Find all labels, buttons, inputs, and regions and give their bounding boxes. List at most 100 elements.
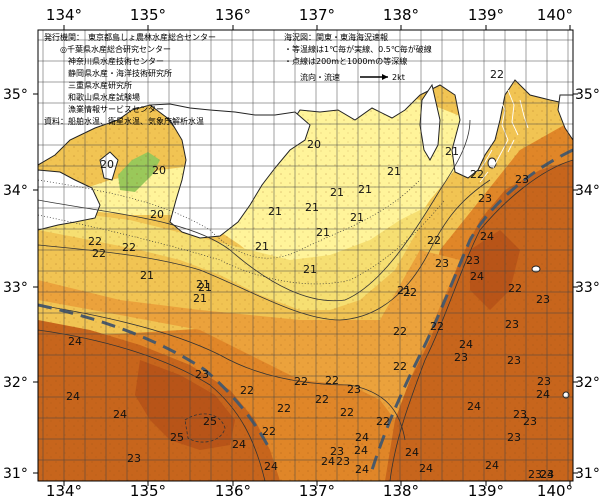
iso-label: 21: [140, 269, 154, 282]
lat-label: 31°: [575, 466, 600, 482]
iso-label: 24: [485, 459, 499, 472]
iso-label: 23: [336, 455, 350, 468]
lon-label: 140°: [537, 6, 573, 24]
lon-label: 140°: [537, 482, 573, 498]
iso-label: 24: [232, 438, 246, 451]
iso-label: 24: [480, 230, 494, 243]
iso-label: 22: [325, 374, 339, 387]
lon-label: 134°: [46, 6, 82, 24]
latitude-labels-right: 35° 34° 33° 32° 31°: [575, 87, 600, 482]
iso-label: 20: [152, 164, 166, 177]
iso-label: 23: [507, 431, 521, 444]
iso-label: 21: [387, 165, 401, 178]
lat-label: 31°: [3, 466, 28, 482]
iso-label: 24: [321, 455, 335, 468]
land-boso: [557, 94, 573, 141]
issuer-line: 和歌山県水産試験場: [68, 92, 140, 102]
lon-label: 136°: [215, 6, 251, 24]
current-arrow: [477, 149, 493, 173]
isotherm-23-east: [389, 159, 573, 481]
lat-label: 32°: [575, 375, 600, 391]
iso-label: 21: [316, 226, 330, 239]
map-frame: [37, 29, 574, 482]
iso-label: 23: [537, 375, 551, 388]
iso-label: 22: [427, 234, 441, 247]
iso-label: 23: [507, 354, 521, 367]
iso-label: 23: [505, 318, 519, 331]
current-arrow: [507, 89, 519, 136]
lat-label: 33°: [3, 280, 28, 296]
lon-label: 139°: [468, 6, 504, 24]
isotherm-25: [184, 413, 226, 443]
iso-label: 22: [294, 375, 308, 388]
iso-label: 24: [540, 468, 554, 481]
iso-label: 24: [113, 408, 127, 421]
iso-label: 21: [445, 145, 459, 158]
longitude-labels-top: 134° 135° 136° 137° 138° 139° 140°: [46, 6, 573, 24]
land-miyake: [531, 265, 541, 273]
iso-label: 22: [315, 393, 329, 406]
iso-label: 22: [240, 384, 254, 397]
iso-label: 22: [430, 320, 444, 333]
land-honshu: [38, 30, 573, 179]
iso-label: 21: [350, 211, 364, 224]
iso-label: 23: [195, 368, 209, 381]
iso-label: 24: [419, 462, 433, 475]
iso-label: 22: [393, 325, 407, 338]
iso-label: 21: [196, 278, 210, 291]
isotherm-lines: [38, 119, 573, 481]
current-arrow: [507, 139, 515, 153]
issuers-heading: 発行機関：: [44, 32, 84, 42]
lat-label: 32°: [3, 375, 28, 391]
iso-label: 23: [536, 293, 550, 306]
iso-label: 24: [536, 388, 550, 401]
longitude-labels-bottom: 134° 135° 136° 137° 138° 139° 140°: [46, 482, 573, 498]
iso-label: 22: [403, 286, 417, 299]
iso-label: 21: [198, 281, 212, 294]
iso-label: 24: [470, 270, 484, 283]
lon-label: 134°: [46, 482, 82, 498]
iso-label: 22: [262, 425, 276, 438]
iso-label: 23: [478, 192, 492, 205]
lon-label: 135°: [130, 6, 166, 24]
iso-label: 21: [193, 292, 207, 305]
map-legend: 海況図：関東・東海海況速報 ・等温線は1℃毎が実線、0.5℃毎が破線 ・点線は2…: [284, 32, 432, 82]
issuer-line: ◎千葉県水産総合研究センター: [60, 44, 171, 54]
iso-label: 23: [540, 468, 554, 481]
iso-label: 23: [435, 257, 449, 270]
iso-label: 25: [203, 415, 217, 428]
iso-label: 24: [264, 460, 278, 473]
iso-label: 21: [397, 284, 411, 297]
lon-label: 135°: [130, 482, 166, 498]
iso-label: 22: [340, 406, 354, 419]
axis-ticks: [33, 25, 578, 486]
iso-label: 21: [358, 183, 372, 196]
iso-label: 21: [303, 263, 317, 276]
iso-label: 24: [355, 431, 369, 444]
legend-note: ・等温線は1℃毎が実線、0.5℃毎が破線: [284, 44, 432, 54]
iso-label: 24: [66, 390, 80, 403]
lat-label: 34°: [3, 183, 28, 199]
issuer-line: 神奈川県水産技術センター: [68, 56, 164, 66]
lon-label: 137°: [299, 482, 335, 498]
iso-label: 20: [100, 158, 114, 171]
iso-label: 22: [122, 241, 136, 254]
current-scale-arrowhead: [382, 74, 388, 80]
isotherm-21: [38, 119, 471, 302]
issuer-line: 静岡県水産・海洋技術研究所: [68, 68, 172, 78]
iso-label: 23: [347, 383, 361, 396]
lon-label: 138°: [383, 482, 419, 498]
iso-label: 21: [255, 240, 269, 253]
iso-label: 23: [454, 351, 468, 364]
legend-title: 海況図：関東・東海海況速報: [284, 32, 388, 42]
iso-label: 22: [508, 282, 522, 295]
isotherm-23: [38, 304, 406, 441]
kuroshio-axis-west: [38, 303, 272, 451]
kuroshio-axis: [38, 148, 573, 471]
current-label: 流向・流速: [300, 72, 340, 82]
iso-label: 21: [330, 186, 344, 199]
issuer-info: 発行機関： 東京都島しょ農林水産総合センター ◎千葉県水産総合研究センター 神奈…: [44, 32, 216, 126]
iso-label: 23: [528, 468, 542, 481]
iso-label: 20: [307, 138, 321, 151]
